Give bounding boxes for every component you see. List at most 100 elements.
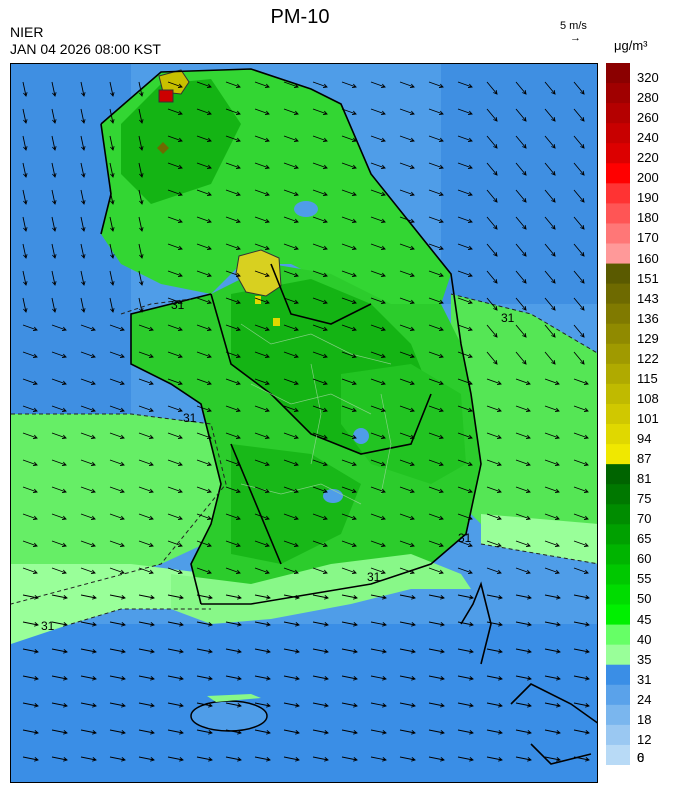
wind-arrow-icon	[138, 594, 155, 600]
legend-level-label: 260	[637, 110, 659, 126]
legend-swatch	[606, 323, 630, 345]
wind-arrow-icon	[254, 351, 270, 359]
wind-arrow-icon	[138, 675, 155, 681]
wind-arrow-icon	[457, 648, 474, 654]
wind-arrow-icon	[225, 756, 242, 762]
wind-arrow-icon	[312, 432, 328, 440]
sea-band-east	[441, 64, 597, 304]
wind-arrow-icon	[225, 270, 241, 278]
map-canvas: 31 31 31 31 31 31	[11, 64, 597, 782]
wind-arrow-icon	[370, 648, 387, 654]
wind-arrow-icon	[341, 297, 357, 305]
wind-arrow-icon	[544, 756, 561, 762]
wind-arrow-icon	[370, 162, 386, 170]
wind-arrow-icon	[312, 702, 329, 708]
wind-arrow-icon	[196, 621, 213, 627]
wind-arrow-icon	[341, 648, 358, 654]
wind-arrow-icon	[138, 108, 144, 124]
wind-arrow-icon	[428, 675, 445, 681]
wind-arrow-icon	[370, 135, 386, 143]
wind-arrow-icon	[515, 135, 527, 149]
wind-arrow-icon	[283, 297, 299, 305]
wind-arrow-icon	[515, 297, 527, 311]
wind-arrow-icon	[138, 432, 154, 440]
wind-arrow-icon	[51, 702, 68, 708]
wind-arrow-icon	[109, 297, 115, 313]
legend-swatch	[606, 444, 630, 465]
wind-arrow-icon	[486, 567, 502, 575]
legend-swatch	[606, 484, 630, 505]
wind-arrow-icon	[225, 486, 241, 494]
wind-arrow-icon	[225, 297, 241, 305]
wind-arrow-icon	[254, 135, 270, 143]
wind-arrow-icon	[457, 540, 473, 548]
wind-arrow-icon	[138, 81, 144, 97]
wind-arrow-icon	[370, 324, 386, 332]
wind-arrow-icon	[573, 756, 590, 762]
wind-arrow-icon	[196, 81, 212, 89]
wind-arrow-icon	[341, 459, 357, 467]
wind-arrow-icon	[51, 243, 57, 259]
wind-arrow-icon	[225, 540, 241, 548]
wind-arrow-icon	[225, 378, 241, 386]
wind-arrow-icon	[544, 675, 561, 681]
wind-arrow-icon	[544, 135, 556, 149]
wind-arrow-icon	[573, 297, 585, 311]
wind-arrow-icon	[80, 351, 96, 359]
wind-arrow-icon	[167, 297, 183, 305]
wind-arrow-icon	[573, 162, 585, 176]
legend-level-label: 136	[637, 310, 659, 326]
pm10-map: 31 31 31 31 31 31	[10, 63, 598, 783]
wind-arrow-icon	[51, 459, 67, 467]
legend-swatch	[606, 644, 630, 666]
legend-labels: 320 280 260 240 220 200 190 180 170 160 151 143 136 1…	[637, 63, 673, 765]
wind-arrow-icon	[22, 243, 28, 259]
wind-arrow-icon	[428, 486, 444, 494]
wind-arrow-icon	[51, 486, 67, 494]
wind-arrow-icon	[283, 648, 300, 654]
wind-reference-arrow-icon: →	[570, 32, 581, 44]
wind-arrow-icon	[225, 189, 241, 197]
contour-label: 31	[41, 619, 55, 633]
wind-arrow-icon	[486, 594, 503, 600]
wind-arrow-icon	[51, 351, 67, 359]
wind-arrow-icon	[341, 594, 358, 600]
wind-arrow-icon	[312, 594, 329, 600]
legend-level-label: 160	[637, 250, 659, 266]
plume-east-sea-light	[481, 514, 597, 564]
wind-arrow-icon	[167, 81, 183, 89]
contour-31-lines	[11, 293, 597, 625]
legend-swatch	[606, 584, 630, 606]
wind-arrow-icon	[399, 648, 416, 654]
wind-arrow-icon	[80, 729, 97, 735]
contour-label: 31	[367, 570, 381, 584]
legend-level-label: 280	[637, 90, 659, 106]
wind-arrow-icon	[22, 432, 38, 440]
wind-arrow-icon	[573, 594, 590, 600]
wind-arrow-icon	[399, 567, 415, 575]
wind-arrow-icon	[573, 324, 585, 338]
wind-arrow-icon	[225, 675, 242, 681]
wind-arrow-icon	[109, 459, 125, 467]
wind-arrow-icon	[283, 729, 300, 735]
wind-arrow-icon	[312, 243, 328, 251]
wind-arrow-icon	[312, 108, 328, 116]
wind-arrow-icon	[22, 81, 28, 97]
legend-level-label: 81	[637, 471, 652, 487]
wind-arrow-icon	[225, 81, 241, 89]
wind-arrow-icon	[573, 621, 590, 627]
wind-arrow-icon	[399, 351, 415, 359]
wind-arrow-icon	[167, 540, 183, 548]
wind-arrow-icon	[341, 486, 357, 494]
wind-arrow-icon	[312, 459, 328, 467]
wind-arrow-icon	[399, 729, 416, 735]
wind-arrow-icon	[80, 648, 97, 654]
land-southwest-dark	[231, 444, 361, 564]
wind-arrow-icon	[51, 540, 67, 548]
wind-arrow-icon	[515, 81, 527, 95]
wind-arrow-icon	[254, 378, 270, 386]
wind-arrow-icon	[51, 675, 68, 681]
legend-swatch	[606, 704, 630, 726]
wind-arrow-icon	[341, 702, 358, 708]
wind-arrow-icon	[254, 459, 270, 467]
